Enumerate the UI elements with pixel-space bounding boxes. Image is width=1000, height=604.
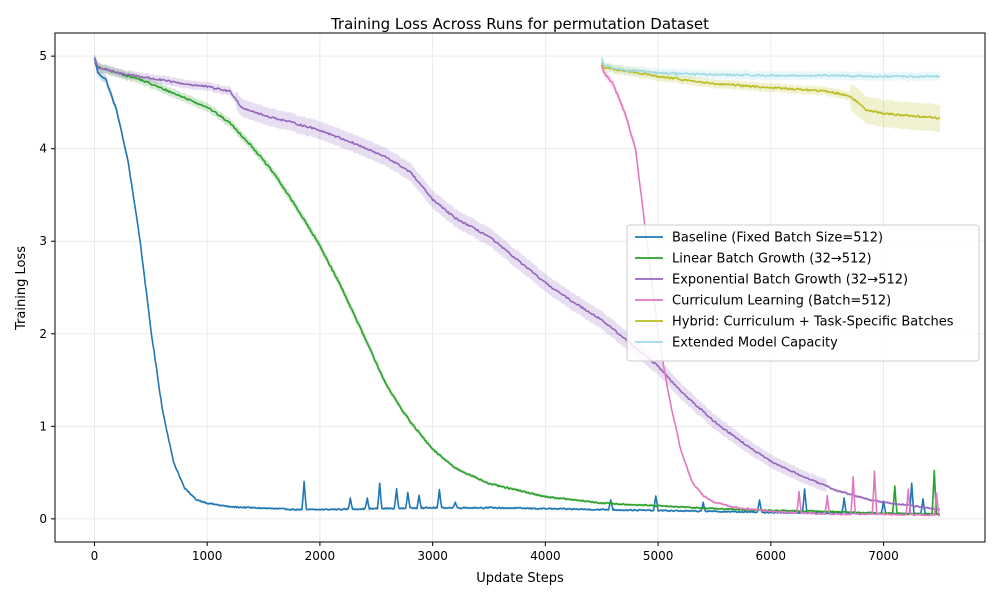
y-tick-label: 2 <box>39 327 47 341</box>
x-tick-label: 7000 <box>868 549 899 563</box>
y-tick-label: 4 <box>39 142 47 156</box>
series-line-1 <box>93 58 941 516</box>
confidence-bands <box>94 53 940 517</box>
series-line-0 <box>93 57 941 516</box>
legend-label: Extended Model Capacity <box>672 336 838 351</box>
x-tick-label: 3000 <box>417 549 448 563</box>
x-tick-label: 0 <box>91 549 99 563</box>
plot-frame <box>54 32 986 543</box>
legend-label: Curriculum Learning (Batch=512) <box>672 294 891 309</box>
legend-label: Linear Batch Growth (32→512) <box>672 252 872 267</box>
x-tick-label: 4000 <box>530 549 561 563</box>
y-tick-label: 5 <box>39 49 47 63</box>
axis-ticks: 0 1000 2000 3000 4000 5000 6000 7000 0 1 2 3 4 5 <box>39 49 898 563</box>
series-band-5 <box>601 53 940 82</box>
series-line-2 <box>93 57 940 511</box>
x-tick-label: 5000 <box>643 549 674 563</box>
series-line-5 <box>600 57 941 79</box>
y-tick-label: 0 <box>39 512 47 526</box>
series-band-4 <box>601 58 940 133</box>
x-tick-label: 1000 <box>192 549 223 563</box>
y-tick-label: 3 <box>39 234 47 248</box>
x-axis-label: Update Steps <box>476 571 564 586</box>
y-axis-label: Training Loss <box>14 246 29 331</box>
legend-box <box>626 224 980 362</box>
legend-label: Hybrid: Curriculum + Task-Specific Batch… <box>672 315 954 330</box>
legend-label: Baseline (Fixed Batch Size=512) <box>672 231 883 246</box>
legend-label: Exponential Batch Growth (32→512) <box>672 273 908 288</box>
y-tick-label: 1 <box>39 419 47 433</box>
legend: Baseline (Fixed Batch Size=512) Linear Ba… <box>626 224 980 362</box>
x-tick-label: 6000 <box>756 549 787 563</box>
chart-title: Training Loss Across Runs for permutatio… <box>330 15 709 33</box>
series-line-4 <box>601 62 941 120</box>
x-tick-label: 2000 <box>305 549 336 563</box>
